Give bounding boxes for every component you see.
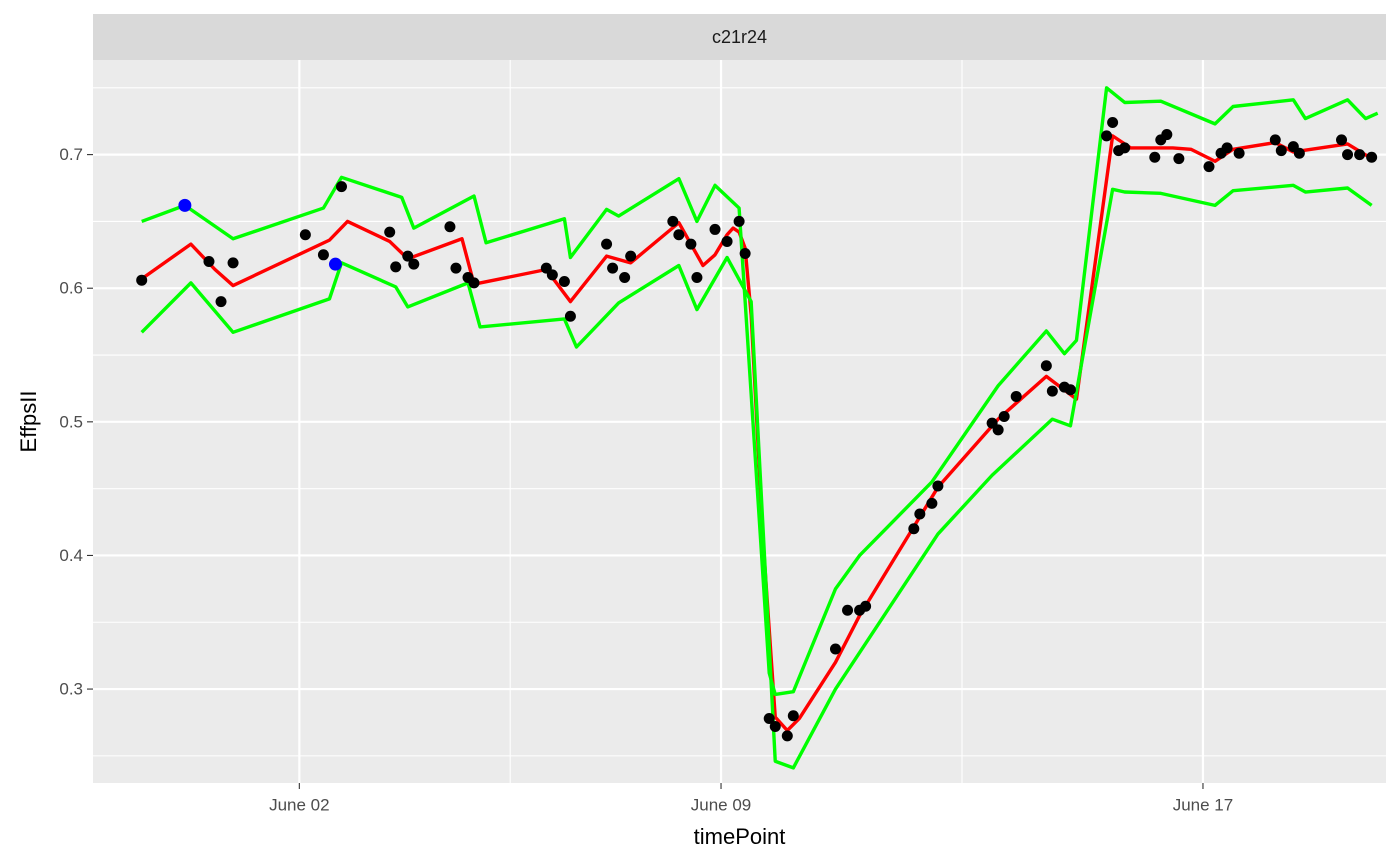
upper-bound-line bbox=[141, 86, 1379, 697]
x-tick-label: June 17 bbox=[1173, 796, 1234, 815]
observation-point bbox=[336, 181, 347, 193]
observation-point bbox=[1046, 385, 1058, 397]
y-tick-label: 0.5 bbox=[59, 412, 83, 431]
observation-point bbox=[408, 258, 420, 270]
observation-point bbox=[619, 272, 631, 284]
observation-point bbox=[1342, 149, 1354, 161]
outlier-point bbox=[328, 257, 342, 271]
observation-point bbox=[914, 508, 926, 520]
observation-point bbox=[673, 229, 685, 241]
observation-point bbox=[1336, 134, 1348, 146]
x-tick-label: June 09 bbox=[691, 796, 752, 815]
observation-point bbox=[739, 247, 751, 259]
observation-point bbox=[1040, 360, 1052, 372]
observation-point bbox=[468, 277, 480, 289]
observation-point bbox=[1203, 161, 1215, 173]
observation-point bbox=[721, 235, 733, 247]
observation-point bbox=[733, 215, 745, 227]
observation-point bbox=[1010, 390, 1022, 402]
observation-point bbox=[926, 497, 938, 509]
observation-point bbox=[1354, 149, 1366, 161]
major-gridlines bbox=[93, 60, 1386, 783]
observation-point bbox=[1366, 151, 1378, 163]
x-axis-title: timePoint bbox=[694, 824, 786, 849]
series-points bbox=[136, 117, 1378, 742]
observation-point bbox=[625, 250, 637, 262]
observation-point bbox=[842, 604, 854, 616]
y-axis-title: EffpsII bbox=[16, 391, 41, 453]
observation-point bbox=[1119, 142, 1131, 154]
observation-point bbox=[317, 249, 329, 261]
observation-point bbox=[215, 296, 227, 308]
observation-point bbox=[769, 720, 781, 732]
observation-point bbox=[1269, 134, 1281, 146]
observation-point bbox=[709, 223, 721, 235]
observation-point bbox=[787, 710, 799, 722]
x-axis: June 02 June 09 June 17 bbox=[269, 783, 1233, 815]
observation-point bbox=[402, 250, 414, 262]
observation-point bbox=[1149, 151, 1161, 163]
observation-point bbox=[860, 600, 872, 612]
observation-point bbox=[450, 262, 462, 274]
facet-strip-background bbox=[93, 14, 1386, 60]
observation-point bbox=[829, 643, 841, 655]
observation-point bbox=[444, 221, 456, 233]
observation-point bbox=[601, 238, 613, 250]
observation-point bbox=[1293, 147, 1305, 159]
observation-point bbox=[1233, 147, 1245, 159]
observation-point bbox=[763, 712, 775, 724]
observation-point bbox=[1275, 145, 1287, 157]
observation-point bbox=[607, 262, 619, 274]
observation-point bbox=[546, 269, 558, 281]
observation-point bbox=[908, 523, 920, 535]
observation-point bbox=[384, 226, 396, 238]
observation-point bbox=[136, 274, 148, 286]
observation-point bbox=[781, 730, 793, 742]
observation-point bbox=[1221, 142, 1233, 154]
observation-point bbox=[685, 238, 697, 250]
observation-point bbox=[667, 215, 679, 227]
observation-point bbox=[691, 272, 703, 284]
observation-point bbox=[299, 229, 311, 241]
observation-point bbox=[558, 276, 570, 288]
facet-strip-label: c21r24 bbox=[712, 27, 767, 47]
y-tick-label: 0.6 bbox=[59, 279, 83, 298]
observation-point bbox=[564, 310, 576, 322]
y-tick-label: 0.3 bbox=[59, 680, 83, 699]
facet-strip: c21r24 bbox=[93, 14, 1386, 60]
observation-point bbox=[1173, 153, 1185, 165]
observation-point bbox=[992, 424, 1004, 436]
observation-point bbox=[203, 255, 215, 267]
y-tick-label: 0.7 bbox=[59, 145, 83, 164]
y-axis: 0.3 0.4 0.5 0.6 0.7 bbox=[59, 145, 93, 699]
observation-point bbox=[1101, 130, 1113, 142]
observation-point bbox=[390, 261, 402, 273]
observation-point bbox=[1107, 117, 1119, 129]
x-tick-label: June 02 bbox=[269, 796, 330, 815]
y-tick-label: 0.4 bbox=[59, 546, 83, 565]
observation-point bbox=[998, 410, 1010, 422]
observation-point bbox=[1161, 129, 1173, 141]
observation-point bbox=[932, 480, 944, 492]
lower-bound-line bbox=[140, 183, 1373, 770]
observation-point bbox=[227, 257, 239, 269]
outlier-point bbox=[178, 198, 192, 212]
observation-point bbox=[1064, 384, 1076, 396]
